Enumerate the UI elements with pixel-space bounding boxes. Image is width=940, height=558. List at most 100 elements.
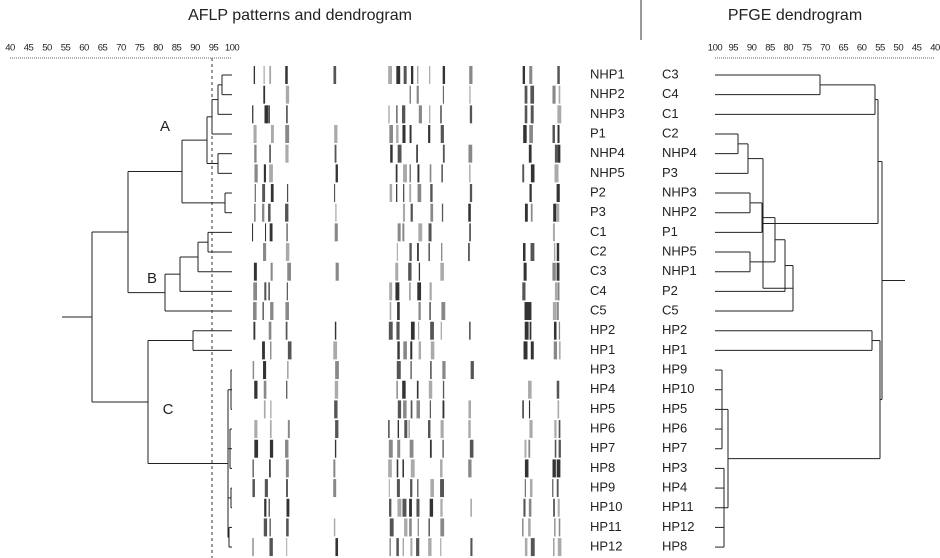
band [262, 341, 265, 359]
band [429, 381, 432, 399]
pfge-strain: C2 [662, 125, 679, 140]
band [335, 440, 336, 458]
band [262, 302, 263, 320]
band [390, 302, 392, 320]
band [554, 518, 555, 536]
pfge-scale-label: 80 [784, 43, 794, 54]
aflp-strain: C4 [590, 283, 607, 298]
band [419, 263, 420, 281]
band [529, 420, 532, 438]
band [440, 538, 441, 556]
pfge-title: PFGE dendrogram [728, 7, 862, 24]
pfge-strain: HP1 [662, 342, 687, 357]
band [416, 145, 418, 163]
band [397, 440, 400, 458]
band [471, 361, 474, 379]
band [402, 499, 406, 517]
band [531, 204, 533, 222]
band [252, 105, 253, 123]
band [429, 223, 432, 241]
band [430, 282, 432, 300]
band [418, 184, 422, 202]
band [410, 440, 414, 458]
band [333, 479, 336, 497]
band [441, 420, 444, 438]
band [388, 105, 389, 123]
band [287, 282, 288, 300]
band [417, 243, 419, 261]
pfge-strain: P3 [662, 165, 678, 180]
band [333, 459, 335, 477]
band [468, 400, 471, 418]
band [270, 302, 273, 320]
band [334, 518, 335, 536]
band [557, 243, 559, 261]
band [286, 479, 288, 497]
aflp-strain: NHP5 [590, 165, 625, 180]
band [417, 400, 420, 418]
band [552, 479, 553, 497]
aflp-strain: NHP2 [590, 86, 625, 101]
band [397, 499, 401, 517]
band [523, 125, 526, 143]
band [440, 479, 444, 497]
band [525, 538, 528, 556]
aflp-scale-label: 90 [190, 43, 200, 54]
pfge-strain: HP4 [662, 480, 687, 495]
band [559, 322, 560, 340]
band [409, 518, 412, 536]
aflp-strain: HP10 [590, 499, 623, 514]
band [411, 400, 413, 418]
pfge-scale-label: 85 [765, 43, 775, 54]
band [396, 184, 397, 202]
band [430, 322, 434, 340]
band [553, 459, 556, 477]
band [529, 66, 532, 84]
band [271, 125, 274, 143]
band [264, 282, 266, 300]
band [555, 164, 559, 182]
band [469, 164, 470, 182]
aflp-strain: HP9 [590, 480, 615, 495]
band [428, 125, 430, 143]
band [268, 105, 270, 123]
band [269, 145, 271, 163]
band [440, 459, 442, 477]
band [396, 322, 399, 340]
band [443, 86, 444, 104]
band [397, 459, 399, 477]
band [524, 263, 527, 281]
band [557, 263, 560, 281]
band [264, 381, 267, 399]
band [409, 282, 410, 300]
aflp-scale-label: 60 [79, 43, 89, 54]
band [528, 381, 532, 399]
aflp-strain: HP2 [590, 322, 615, 337]
aflp-strain: HP11 [590, 519, 622, 534]
band [470, 440, 474, 458]
band [269, 499, 270, 517]
band [269, 322, 272, 340]
band [263, 86, 265, 104]
aflp-scale-label: 65 [98, 43, 108, 54]
band [559, 440, 561, 458]
band [286, 518, 289, 536]
band [253, 459, 254, 477]
band [525, 105, 528, 123]
band [417, 282, 421, 300]
band [263, 243, 266, 261]
band [402, 381, 405, 399]
band [559, 518, 561, 536]
band [417, 164, 419, 182]
band [410, 341, 412, 359]
band [403, 341, 407, 359]
band [402, 125, 405, 143]
band [470, 184, 472, 202]
band [525, 86, 528, 104]
band [388, 66, 392, 84]
cluster-label: A [160, 118, 170, 135]
band [389, 282, 392, 300]
band [404, 420, 407, 438]
band [531, 105, 534, 123]
aflp-strain: C3 [590, 263, 607, 278]
